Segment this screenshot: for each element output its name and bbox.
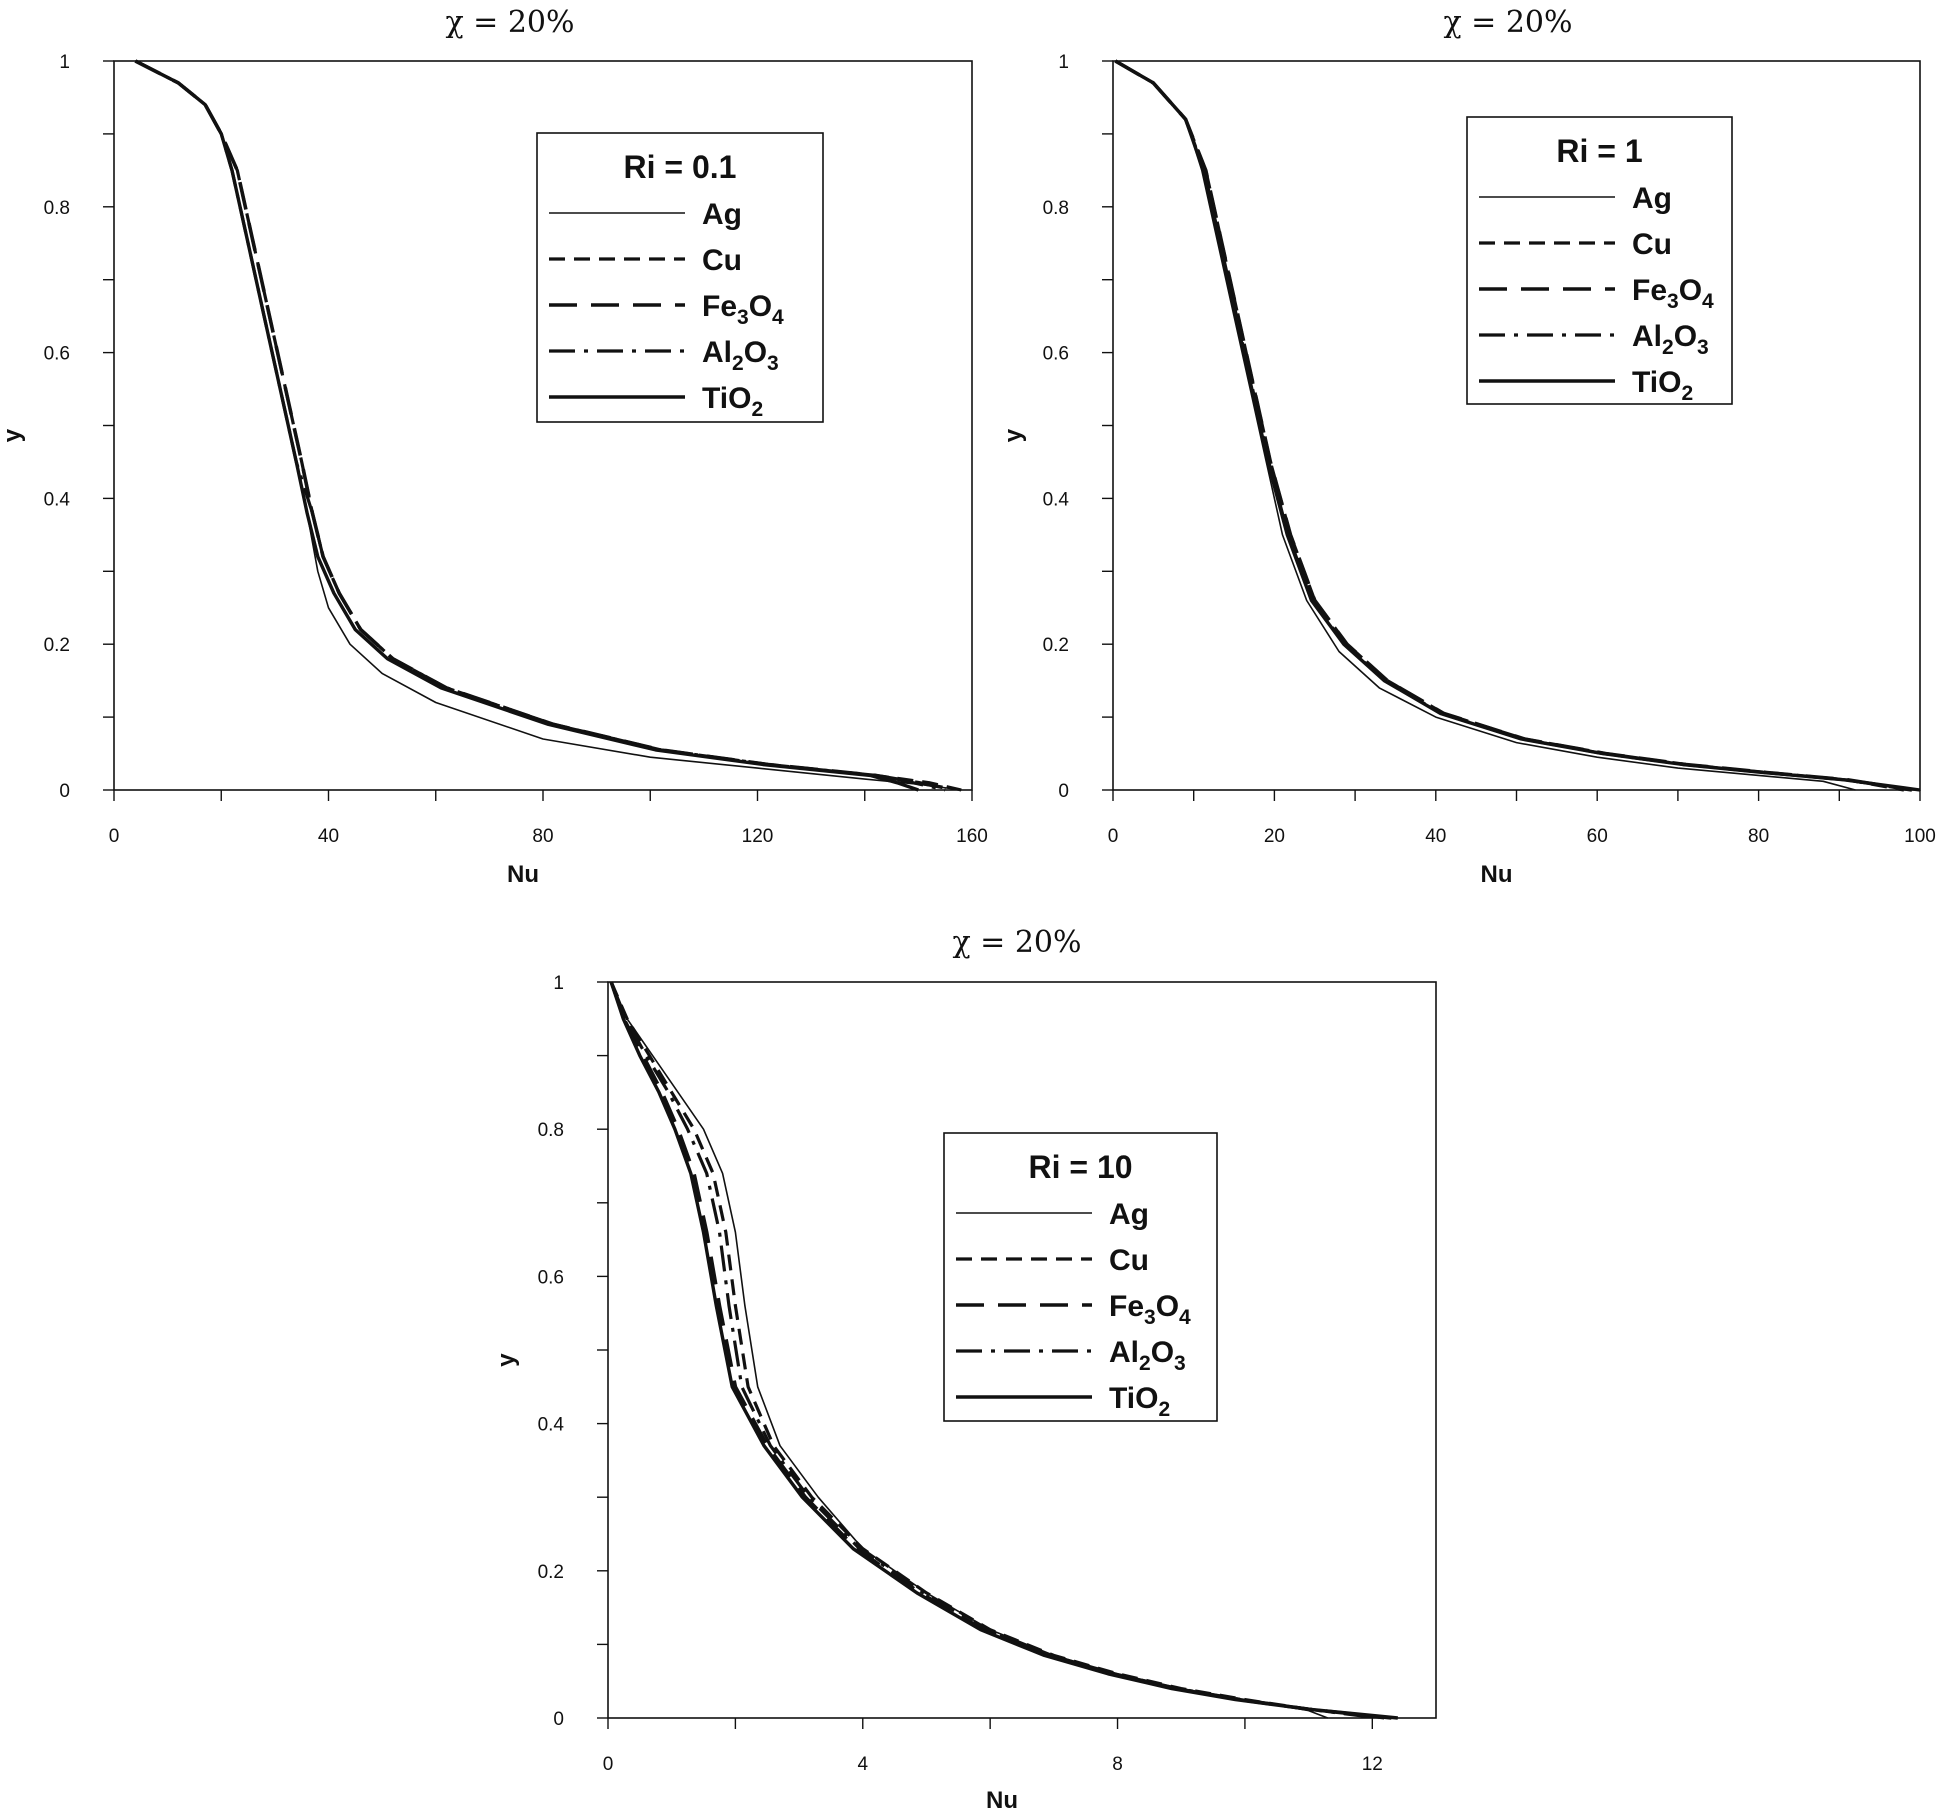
x-tick-label: 0	[1108, 826, 1119, 847]
legend-label-tio2: TiO2	[1632, 366, 1693, 405]
legend-label-tio2: TiO2	[1109, 1382, 1170, 1421]
y-tick-label: 0.6	[538, 1267, 564, 1288]
chart-2: χ = 20% 0 0.2 0.4 0.6 0.8 1 0 20 40 60 80 100 Nu y Ri =…	[1000, 5, 1936, 888]
legend-title: Ri = 1	[1556, 133, 1642, 169]
y-tick-label: 0.6	[44, 344, 70, 365]
x-tick-label: 40	[1425, 826, 1446, 847]
y-tick-label: 1	[1058, 52, 1069, 73]
y-tick-label: 0.8	[1043, 198, 1069, 219]
legend-box	[1466, 116, 1733, 405]
x-tick-label: 120	[742, 826, 774, 847]
legend-label-al2o3: Al2O3	[1632, 320, 1709, 359]
y-axis-label: y	[493, 1353, 520, 1367]
legend-box	[943, 1132, 1218, 1422]
legend-title: Ri = 10	[1028, 1149, 1132, 1185]
chart-title: χ = 20%	[1443, 5, 1572, 40]
legend: Ri = 1 Ag Cu Fe3O4 Al2O3 TiO2	[1466, 116, 1733, 405]
legend-title: Ri = 0.1	[624, 149, 737, 185]
x-axis-label: Nu	[1481, 861, 1513, 888]
series-line-tio2	[609, 981, 1398, 1720]
x-tick-label: 80	[1748, 826, 1769, 847]
x-tick-label: 160	[956, 826, 988, 847]
y-tick-label: 0.2	[1043, 635, 1069, 656]
x-tick-label: 0	[603, 1754, 614, 1775]
y-axis-label: y	[0, 428, 26, 442]
chart-title: χ = 20%	[952, 925, 1081, 960]
y-tick-label: 0.4	[538, 1415, 565, 1436]
chart-3: χ = 20% 0 0.2 0.4 0.6 0.8 1 0 4 8 12 Nu y Ri = 10 Ag Cu…	[493, 925, 1437, 1814]
y-tick-label: 0	[553, 1709, 564, 1730]
x-tick-label: 0	[109, 826, 120, 847]
x-tick-label: 100	[1904, 826, 1936, 847]
x-tick-label: 40	[318, 826, 339, 847]
legend-label-cu: Cu	[1109, 1244, 1149, 1277]
x-tick-label: 12	[1362, 1754, 1383, 1775]
legend-label-ag: Ag	[702, 198, 742, 231]
y-axis-label: y	[1000, 428, 1027, 442]
y-tick-label: 1	[553, 973, 564, 994]
x-tick-label: 8	[1112, 1754, 1123, 1775]
y-tick-label: 0.4	[44, 489, 71, 510]
y-tick-label: 0.2	[538, 1562, 564, 1583]
x-axis-label: Nu	[986, 1787, 1018, 1814]
series-line-cu	[609, 981, 1386, 1720]
legend-label-cu: Cu	[702, 244, 742, 277]
x-tick-label: 60	[1587, 826, 1608, 847]
y-tick-label: 0	[59, 781, 70, 802]
x-axis-label: Nu	[507, 861, 539, 888]
legend-label-tio2: TiO2	[702, 382, 763, 421]
y-tick-label: 0.2	[44, 635, 70, 656]
legend: Ri = 0.1 Ag Cu Fe3O4 Al2O3 TiO2	[536, 132, 824, 423]
legend: Ri = 10 Ag Cu Fe3O4 Al2O3 TiO2	[943, 1132, 1218, 1422]
y-tick-label: 0.6	[1043, 344, 1069, 365]
legend-label-cu: Cu	[1632, 228, 1672, 261]
legend-label-fe3o4: Fe3O4	[1632, 274, 1714, 313]
chart-title: χ = 20%	[445, 5, 574, 40]
legend-label-al2o3: Al2O3	[1109, 1336, 1186, 1375]
y-tick-label: 1	[59, 52, 70, 73]
legend-label-al2o3: Al2O3	[702, 336, 779, 375]
y-tick-label: 0	[1058, 781, 1069, 802]
series-line-tio2	[1114, 59, 1921, 792]
y-tick-label: 0.8	[44, 198, 70, 219]
x-tick-label: 4	[857, 1754, 868, 1775]
x-tick-label: 20	[1264, 826, 1285, 847]
legend-label-fe3o4: Fe3O4	[702, 290, 784, 329]
legend-label-ag: Ag	[1632, 182, 1672, 215]
y-tick-label: 0.8	[538, 1120, 564, 1141]
legend-label-ag: Ag	[1109, 1198, 1149, 1231]
x-tick-label: 80	[532, 826, 553, 847]
legend-label-fe3o4: Fe3O4	[1109, 1290, 1191, 1329]
y-tick-label: 0.4	[1043, 489, 1070, 510]
legend-box	[536, 132, 824, 423]
series-line-tio2	[134, 59, 919, 792]
chart-1: χ = 20% 0 0.2 0.4 0.6 0.8 1 0 40 80 120 160 Nu y Ri = …	[0, 5, 988, 888]
